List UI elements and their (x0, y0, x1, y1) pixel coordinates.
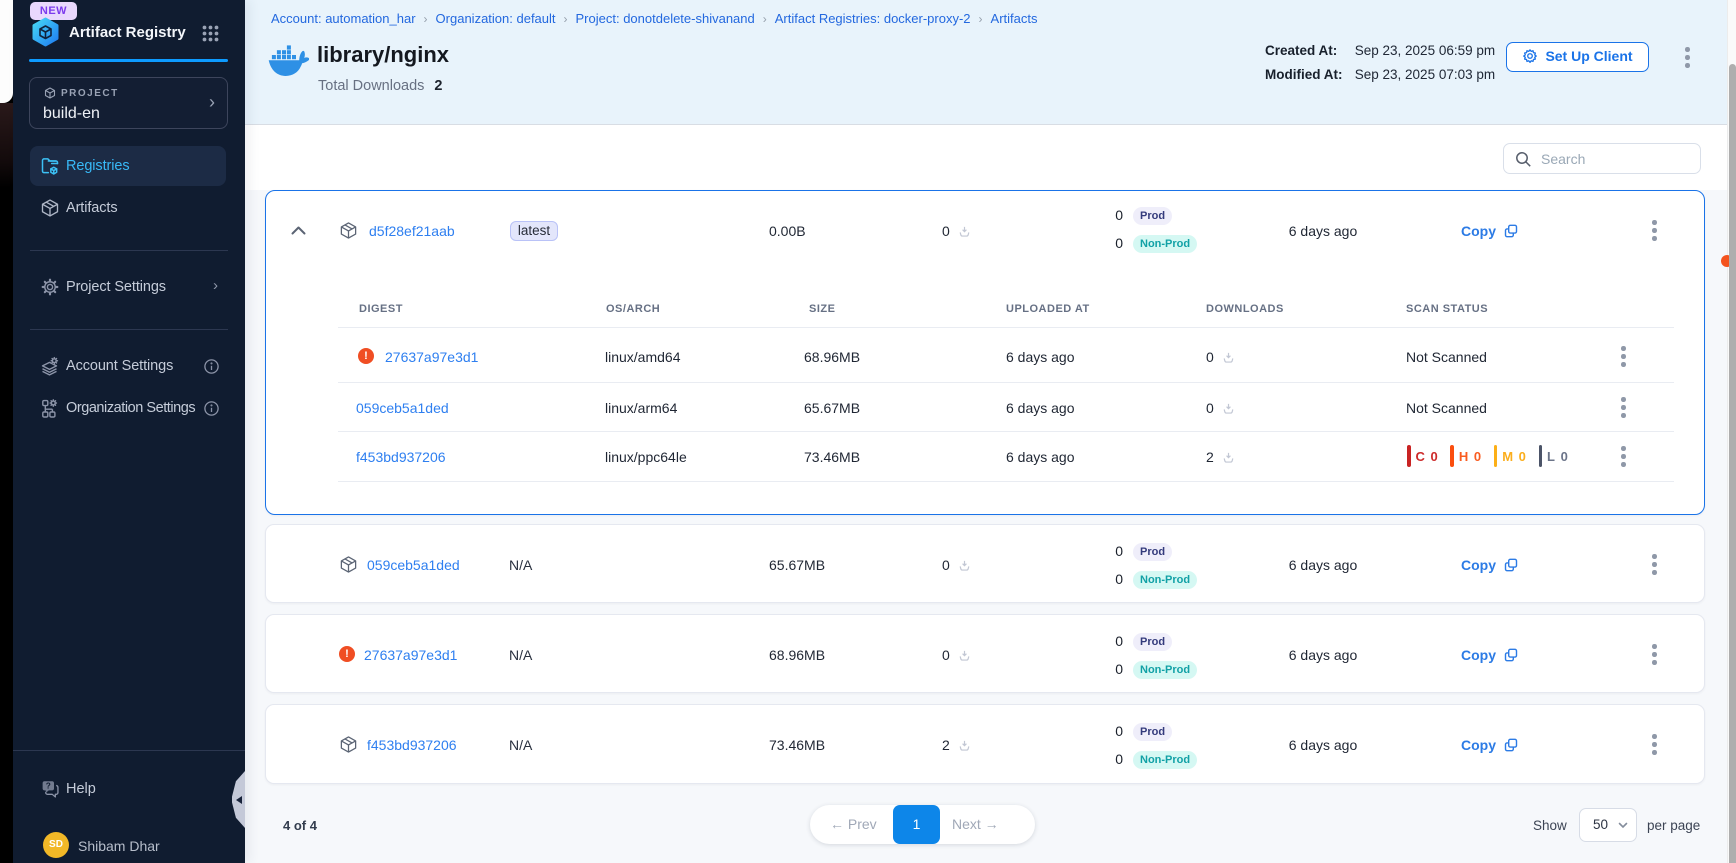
svg-text:?: ? (46, 781, 51, 791)
